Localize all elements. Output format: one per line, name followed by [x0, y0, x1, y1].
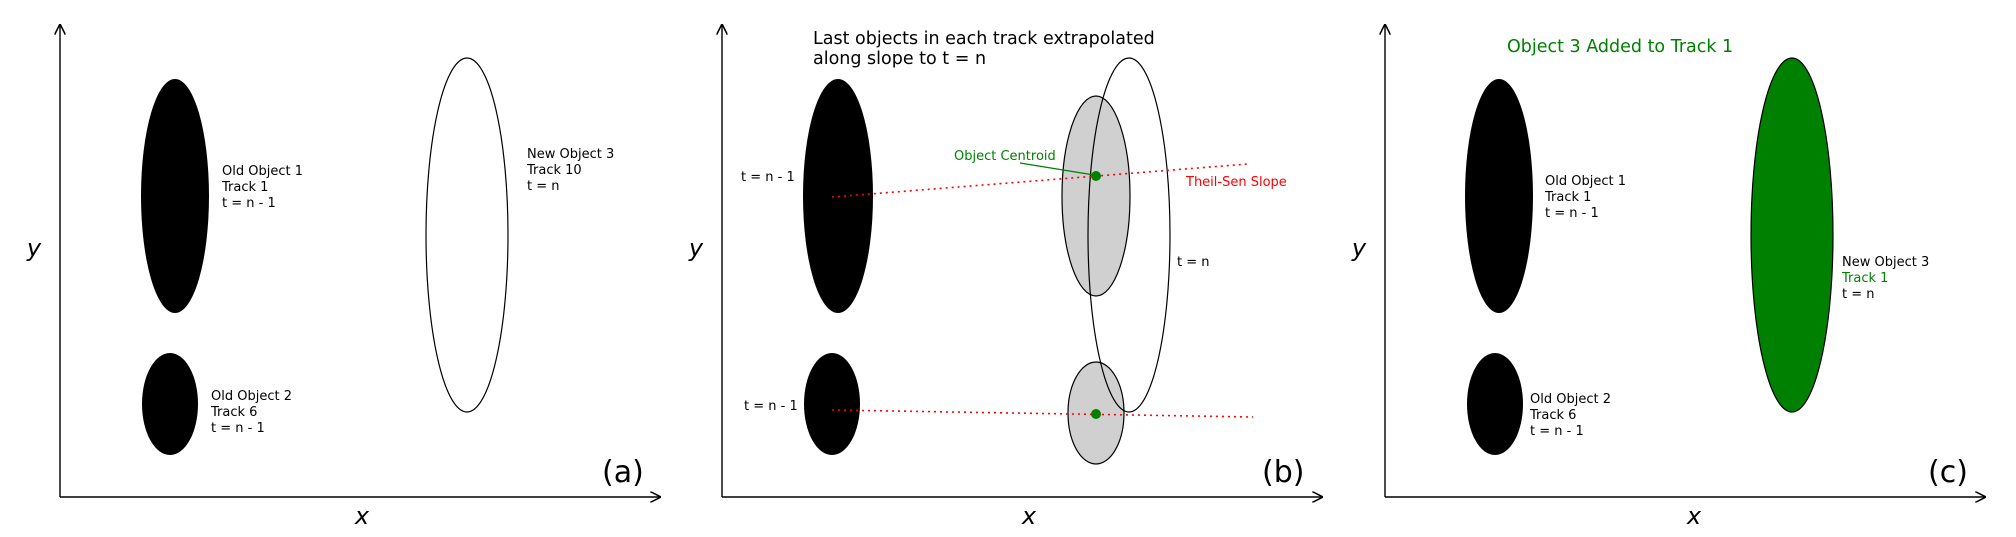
- centroid-label: Object Centroid: [954, 149, 1056, 164]
- obj2-track: Track 6: [210, 405, 257, 420]
- obj2-name: Old Object 2: [1530, 392, 1611, 407]
- panel-b-tag: (b): [1262, 455, 1304, 490]
- panel-c-title: Object 3 Added to Track 1: [1507, 37, 1733, 57]
- obj1-track: Track 1: [1544, 190, 1591, 205]
- panel-c: x y (c) Object 3 Added to Track 1 Old Ob…: [1351, 25, 1985, 530]
- obj3-name: New Object 3: [527, 147, 614, 162]
- obj1-time: t = n - 1: [222, 196, 276, 211]
- panel-b: x y (b) Last objects in each track extra…: [688, 25, 1322, 530]
- obj2-time: t = n - 1: [1530, 424, 1584, 439]
- obj1-track: Track 1: [221, 180, 268, 195]
- old-object-2: [1467, 353, 1523, 455]
- centroid-pointer: [1019, 162, 1095, 176]
- obj3-track: Track 10: [526, 163, 582, 178]
- obj3-name: New Object 3: [1842, 255, 1929, 270]
- centroid-upper: [1091, 171, 1101, 181]
- x-axis-label: x: [1686, 502, 1702, 530]
- obj3-time: t = n: [1842, 287, 1875, 302]
- panel-a: x y (a) Old Object 1 Track 1 t = n - 1 O…: [26, 25, 660, 530]
- old-object-2: [142, 353, 198, 455]
- y-axis-label: y: [26, 234, 42, 262]
- x-axis-label: x: [1021, 502, 1037, 530]
- x-axis-label: x: [354, 502, 370, 530]
- new-object-3: [1750, 57, 1834, 413]
- obj3-time: t = n: [527, 179, 560, 194]
- y-axis-label: y: [688, 234, 704, 262]
- panel-a-tag: (a): [602, 455, 644, 490]
- new-object-outline: [1087, 57, 1171, 413]
- old-object-1: [141, 79, 209, 313]
- panel-b-title-line1: Last objects in each track extrapolated: [813, 29, 1155, 49]
- obj1-name: Old Object 1: [1545, 174, 1626, 189]
- track6-last-object: [804, 353, 860, 455]
- time-label-upper: t = n - 1: [741, 170, 795, 185]
- panel-b-title-line2: along slope to t = n: [813, 49, 986, 69]
- time-label-new: t = n: [1177, 255, 1210, 270]
- centroid-lower: [1091, 409, 1101, 419]
- obj2-time: t = n - 1: [211, 421, 265, 436]
- panel-c-tag: (c): [1928, 455, 1968, 490]
- extrapolated-object-upper: [1061, 95, 1131, 297]
- time-label-lower: t = n - 1: [744, 399, 798, 414]
- obj2-name: Old Object 2: [211, 389, 292, 404]
- slope-label: Theil-Sen Slope: [1185, 175, 1287, 190]
- new-object-3: [425, 57, 509, 413]
- theil-sen-slope-lower: [831, 409, 1254, 418]
- y-axis-label: y: [1351, 234, 1367, 262]
- obj2-track: Track 6: [1529, 408, 1576, 423]
- obj3-track: Track 1: [1841, 271, 1888, 286]
- obj1-time: t = n - 1: [1545, 206, 1599, 221]
- obj1-name: Old Object 1: [222, 164, 303, 179]
- old-object-1: [1465, 79, 1533, 313]
